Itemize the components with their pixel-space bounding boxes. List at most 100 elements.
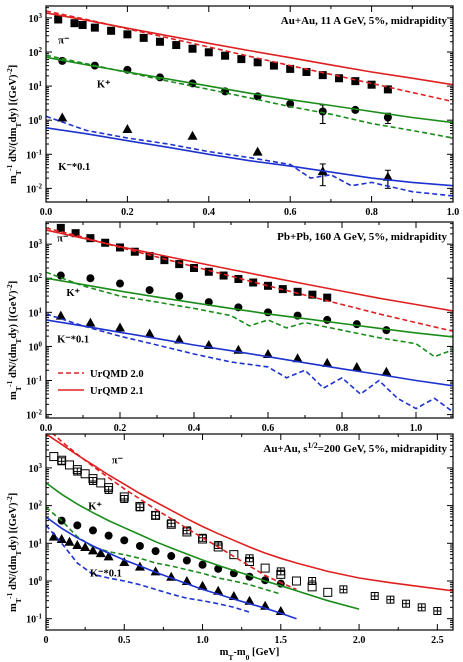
x-tick-label: 2.5 xyxy=(431,635,444,646)
data-point-circle xyxy=(120,536,129,545)
data-point-circle xyxy=(116,279,124,288)
legend-label: UrQMD 2.0 xyxy=(90,369,144,380)
data-point-triangle xyxy=(119,556,130,566)
data-point-circle xyxy=(86,274,95,283)
data-point-square xyxy=(253,58,262,67)
series-line xyxy=(46,12,453,86)
y-tick-label: 10-1 xyxy=(26,613,42,626)
y-tick-base: 10 xyxy=(29,274,39,285)
y-tick-base: 10 xyxy=(29,577,39,588)
x-axis-label-part: 0 xyxy=(246,653,250,662)
y-axis-label-part: T xyxy=(14,123,23,128)
panel-title-part: =200 GeV, 5%, midrapidity xyxy=(318,443,448,455)
x-tick-label: 2.0 xyxy=(353,635,366,646)
plot-area xyxy=(46,10,453,197)
y-tick-label: 10-1 xyxy=(26,148,42,161)
species-label: K⁺ xyxy=(97,80,111,91)
y-tick-base: 10 xyxy=(29,464,39,475)
panel-frame xyxy=(45,221,454,419)
panel-frame xyxy=(45,5,454,203)
y-tick-label: 100 xyxy=(29,340,43,353)
data-point-square xyxy=(86,234,95,243)
series-line xyxy=(46,227,453,332)
data-point-square xyxy=(264,281,272,290)
data-point-circle xyxy=(104,531,113,540)
data-point-square xyxy=(249,278,258,287)
y-tick-base: 10 xyxy=(29,342,39,353)
data-point-circle xyxy=(167,552,176,561)
data-point-square xyxy=(175,260,184,269)
data-point-circle xyxy=(151,547,160,556)
species-label: π⁻ xyxy=(112,456,124,467)
series-line xyxy=(46,482,360,610)
data-point-triangle xyxy=(95,548,106,558)
data-point-square xyxy=(293,287,302,296)
y-tick-label: 102 xyxy=(29,46,43,59)
y-axis-label-part: -1 xyxy=(5,592,14,598)
y-tick-exp: 2 xyxy=(39,46,43,54)
legend-label: UrQMD 2.1 xyxy=(90,386,144,397)
series-line xyxy=(46,524,250,613)
y-tick-exp: 1 xyxy=(39,80,43,88)
y-axis-label-part: -2 xyxy=(5,68,14,74)
data-point-square xyxy=(155,37,164,46)
x-tick-label: 0.0 xyxy=(40,423,53,434)
y-axis-label-part: m xyxy=(8,603,19,612)
panel-title: Pb+Pb, 160 A GeV, 5%, midrapidity xyxy=(277,231,447,243)
data-point-open-square xyxy=(64,460,74,470)
data-point-triangle xyxy=(80,541,91,551)
data-point-square xyxy=(71,229,80,238)
data-point-circle xyxy=(175,292,184,301)
y-axis-label-part: ] xyxy=(8,65,19,69)
y-tick-label: 102 xyxy=(29,272,43,285)
series-line xyxy=(46,56,453,124)
x-tick-label: 1.0 xyxy=(196,635,209,646)
data-point-square xyxy=(78,21,87,30)
y-axis-label-part: T xyxy=(14,339,23,344)
x-tick-label: 0.4 xyxy=(188,423,201,434)
y-tick-base: 10 xyxy=(29,82,39,93)
species-label: π⁻ xyxy=(58,35,70,46)
y-tick-label: 102 xyxy=(29,500,43,513)
series-line xyxy=(46,115,453,197)
y-tick-label: 10-2 xyxy=(26,182,42,195)
y-axis-label-part: T xyxy=(14,598,23,603)
data-point-circle xyxy=(73,521,82,530)
data-point-circle xyxy=(182,556,191,565)
data-point-circle xyxy=(383,113,392,122)
data-point-circle xyxy=(198,560,207,569)
data-point-triangle xyxy=(64,536,75,546)
data-point-square xyxy=(204,267,213,276)
y-tick-base: 10 xyxy=(29,308,39,319)
x-tick-label: 0.2 xyxy=(121,207,134,218)
data-point-triangle xyxy=(85,317,96,327)
data-point-triangle xyxy=(187,130,198,140)
y-axis-label-part: -1 xyxy=(5,380,14,386)
data-point-circle xyxy=(318,107,327,116)
data-point-square xyxy=(286,64,295,73)
y-tick-label: 101 xyxy=(29,537,43,550)
y-tick-base: 10 xyxy=(26,411,36,422)
chart-panel-1: 0.0 0.2 0.4 0.6 0.8 1.010310210110010-110-2Au… xyxy=(5,5,459,218)
series-line xyxy=(46,277,453,338)
data-point-square xyxy=(160,256,169,265)
data-point-circle xyxy=(351,105,360,114)
series-line xyxy=(52,434,297,591)
y-axis-label-part: -1 xyxy=(5,164,14,170)
x-tick-label: 0.4 xyxy=(203,207,216,218)
data-point-square xyxy=(221,51,230,60)
series-line xyxy=(46,10,453,103)
y-tick-label: 101 xyxy=(29,306,43,319)
y-tick-label: 100 xyxy=(29,114,43,127)
x-tick-label: 0.0 xyxy=(40,207,53,218)
y-tick-exp: 1 xyxy=(39,537,43,545)
plot-area xyxy=(46,434,453,620)
y-tick-label: 10-2 xyxy=(26,409,42,422)
series-line xyxy=(46,229,453,312)
series-line xyxy=(46,313,453,413)
data-point-circle xyxy=(382,326,391,335)
x-tick-label: 0.8 xyxy=(365,207,378,218)
y-tick-exp: 3 xyxy=(39,462,43,470)
x-tick-label: 0.6 xyxy=(284,207,297,218)
x-tick-label: 0 xyxy=(44,635,49,646)
